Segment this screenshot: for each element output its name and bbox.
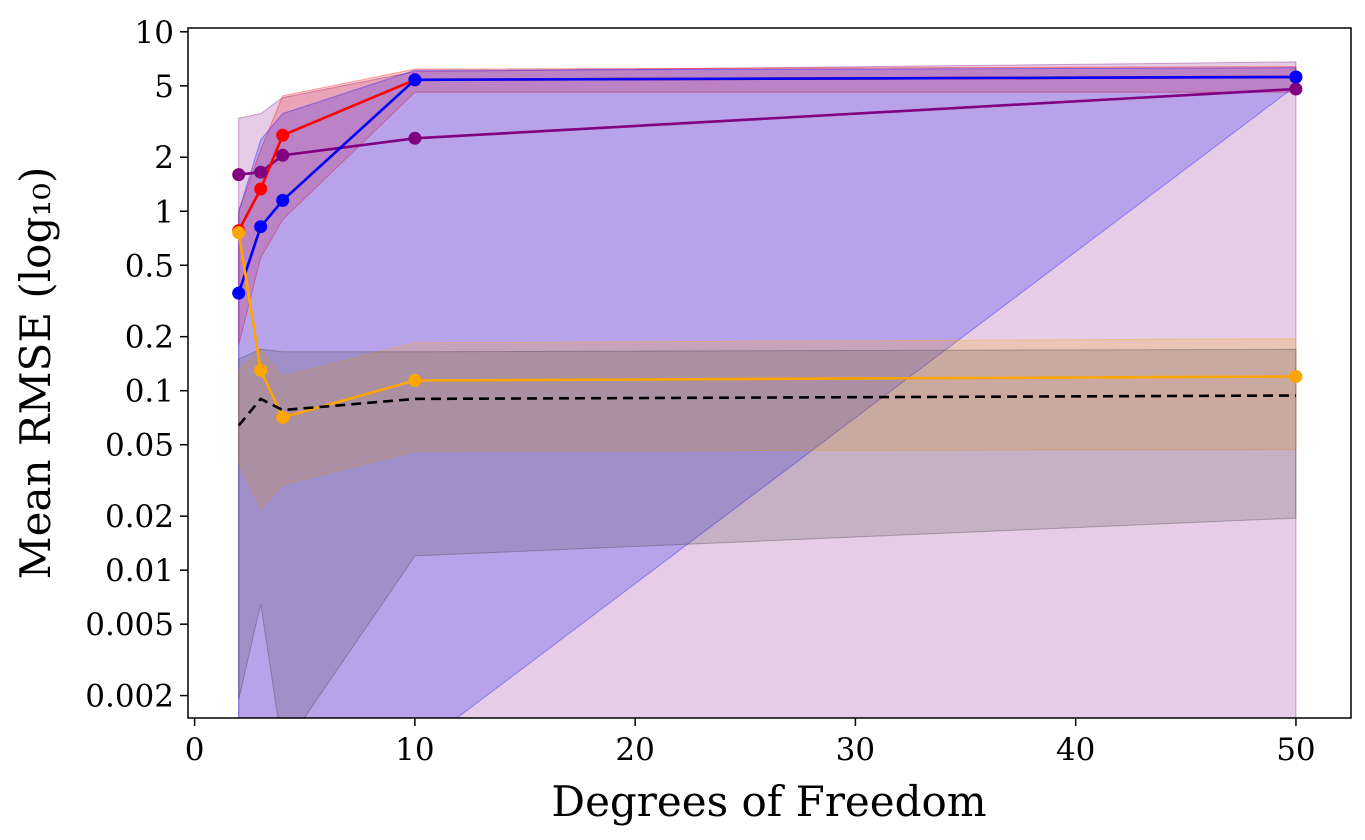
y-tick-label: 10 <box>135 15 174 51</box>
y-axis: 0.002 0.005 0.01 0.02 0.05 0.1 0.2 0.5 1 2 5 10 <box>85 15 188 715</box>
x-tick-label: 40 <box>1056 732 1095 768</box>
y-tick-label: 0.2 <box>125 320 174 356</box>
series-2-point-3 <box>408 73 422 87</box>
series-0-point-1 <box>254 165 268 179</box>
y-tick-label: 0.5 <box>125 248 174 284</box>
markers-layer <box>232 70 1303 424</box>
series-2-point-4 <box>1289 70 1303 84</box>
y-axis-title: Mean RMSE (log₁₀) <box>11 167 60 580</box>
x-tick-label: 0 <box>185 732 205 768</box>
series-0-point-2 <box>276 148 290 162</box>
y-tick-label: 0.002 <box>85 679 174 715</box>
y-tick-label: 5 <box>154 69 174 105</box>
series-3-point-1 <box>254 363 268 377</box>
series-3-point-3 <box>408 374 422 387</box>
x-tick-label: 50 <box>1276 732 1315 768</box>
x-axis: 0 10 20 30 40 50 <box>185 718 1316 768</box>
y-tick-label: 0.02 <box>105 499 174 535</box>
y-tick-label: 1 <box>154 194 174 230</box>
series-2-point-0 <box>232 286 246 300</box>
x-tick-label: 10 <box>395 732 434 768</box>
series-0-point-3 <box>408 131 422 145</box>
x-tick-label: 20 <box>615 732 654 768</box>
series-2-point-1 <box>254 220 268 234</box>
series-3-point-0 <box>232 226 246 240</box>
series-3-point-2 <box>276 410 290 424</box>
series-1-point-2 <box>276 128 290 142</box>
series-0-point-4 <box>1289 82 1303 96</box>
x-axis-title: Degrees of Freedom <box>551 777 986 826</box>
series-3-point-4 <box>1289 370 1303 383</box>
band-0 <box>238 61 1297 718</box>
plot-frame <box>187 27 1352 719</box>
y-tick-label: 2 <box>154 140 174 176</box>
y-tick-label: 0.005 <box>85 607 174 643</box>
series-line-4 <box>237 394 1296 427</box>
series-0-point-0 <box>232 168 246 182</box>
series-2-point-2 <box>276 193 290 207</box>
series-1-point-1 <box>254 182 268 196</box>
band-4 <box>238 348 1297 718</box>
bands-layer <box>238 61 1297 718</box>
y-tick-label: 0.01 <box>105 553 174 589</box>
y-tick-label: 0.1 <box>125 374 174 410</box>
y-tick-label: 0.05 <box>105 428 174 464</box>
x-tick-label: 30 <box>836 732 875 768</box>
